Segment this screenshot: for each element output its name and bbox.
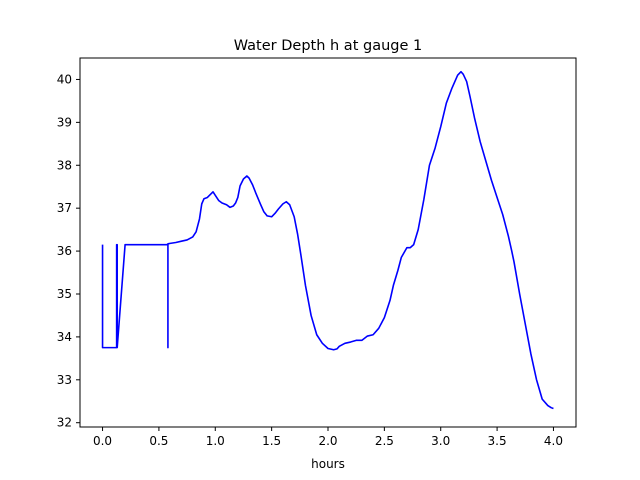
y-tick-label: 40: [57, 72, 72, 86]
y-tick-label: 35: [57, 287, 72, 301]
x-tick-label: 2.5: [375, 434, 394, 448]
x-tick-label: 4.0: [544, 434, 563, 448]
series-line-0: [101, 70, 554, 410]
x-axis-label: hours: [311, 457, 345, 471]
x-tick-label: 1.5: [262, 434, 281, 448]
x-tick-label: 0.0: [93, 434, 112, 448]
x-tick-label: 2.0: [318, 434, 337, 448]
x-tick-label: 3.5: [488, 434, 507, 448]
x-tick-label: 3.0: [431, 434, 450, 448]
y-tick-label: 39: [57, 115, 72, 129]
y-tick-label: 36: [57, 244, 72, 258]
x-tick-label: 1.0: [206, 434, 225, 448]
x-tick-label: 0.5: [149, 434, 168, 448]
chart-title: Water Depth h at gauge 1: [234, 38, 422, 54]
y-tick-label: 38: [57, 158, 72, 172]
y-tick-label: 32: [57, 416, 72, 430]
y-tick-label: 37: [57, 201, 72, 215]
axes-frame: [79, 57, 577, 428]
y-tick-label: 34: [57, 330, 72, 344]
y-tick-label: 33: [57, 373, 72, 387]
plot-area: 0.0 0.5 1.0 1.5 2.0 2.5 3.0 3.5 4.0 32 33 34 35 36 37 3…: [57, 57, 577, 448]
